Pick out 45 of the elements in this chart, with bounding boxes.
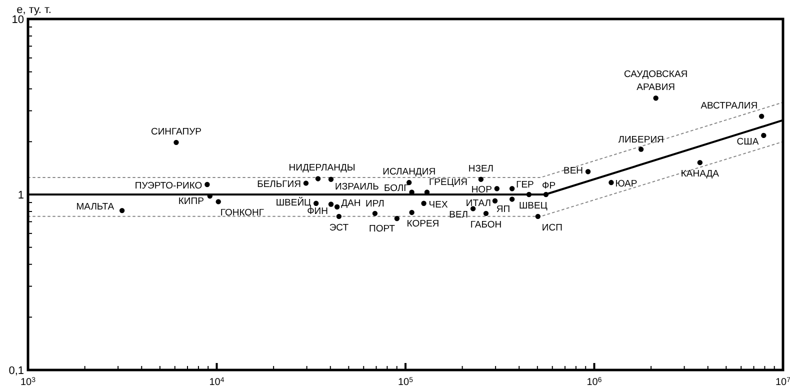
annotation: МАЛЬТА <box>76 202 115 213</box>
annotation: ЮАР <box>615 178 638 190</box>
annotation: НЗЕЛ <box>468 163 494 174</box>
y-axis-title: e, ту. т. <box>16 4 52 16</box>
x-tick-label: 10$^{6}$ <box>586 376 602 388</box>
annotation: ИТАЛ <box>466 198 492 209</box>
annotation: ЯП <box>496 204 510 216</box>
annotation: ФИН <box>307 206 328 218</box>
annotation: ИРЛ <box>366 198 384 210</box>
annotation: АВСТРАЛИЯ <box>700 100 758 112</box>
annotation: ИСП <box>542 222 563 234</box>
annotation: ФР <box>542 180 556 192</box>
annotation: КИПР <box>178 196 204 208</box>
y-tick-label: 10 <box>12 14 24 26</box>
annotation: СИНГАПУР <box>150 126 202 138</box>
annotation: БЕЛЬГИЯ <box>257 179 302 190</box>
annotation: ГОНКОНГ <box>220 208 264 219</box>
annotation: ИЗРАИЛЬ <box>335 181 379 192</box>
annotation: ЛИБЕРИЯ <box>618 134 664 146</box>
annotation: ГАБОН <box>470 219 502 230</box>
annotation: НИДЕРЛАНДЫ <box>288 162 356 174</box>
annotation: США <box>736 136 760 148</box>
annotation: ИСЛАНДИЯ <box>382 166 436 178</box>
annotation: ШВЕЦ <box>518 200 548 212</box>
x-tick-label: 10$^{5}$ <box>398 376 414 388</box>
annotation: КОРЕЯ <box>406 218 440 230</box>
annotation: ГЕР <box>516 180 534 191</box>
annotation: ДАН <box>341 198 361 209</box>
x-tick-label: 10$^{7}$ <box>775 376 790 388</box>
x-tick-label: 10$^{3}$ <box>20 376 36 388</box>
annotation: ГРЕЦИЯ <box>429 177 468 188</box>
annotation: ВЕЛ <box>449 210 468 221</box>
annotation: ПОРТ <box>369 223 396 234</box>
x-tick-label: 10$^{4}$ <box>209 376 224 388</box>
annotation: НОР <box>471 184 492 196</box>
y-tick-label: 0,1 <box>8 365 24 377</box>
annotation: САУДОВСКАЯ АРАВИЯ <box>624 69 688 94</box>
y-tick-label: 1 <box>18 190 24 202</box>
annotation: БОЛГ <box>384 183 409 194</box>
annotation: ЭСТ <box>329 222 349 234</box>
annotation: ЧЕХ <box>428 199 448 210</box>
annotation: ВЕН <box>563 166 584 177</box>
annotation: ШВЕЙЦ <box>276 196 312 208</box>
annotation: ПУЭРТО-РИКО <box>134 180 202 192</box>
annotation: КАНАДА <box>680 168 720 180</box>
